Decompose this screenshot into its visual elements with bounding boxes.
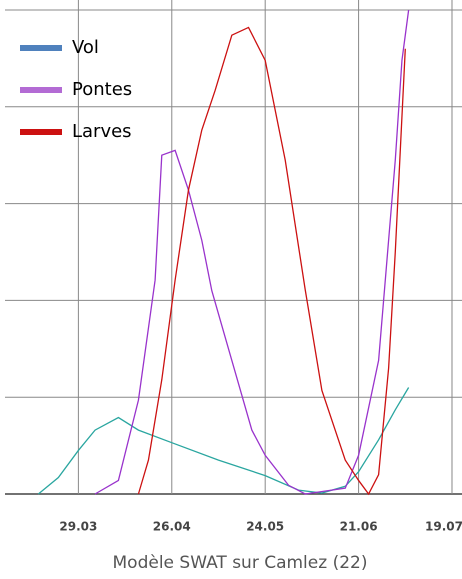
legend-label: Larves — [72, 121, 132, 142]
line — [37, 387, 410, 495]
legend-swatch — [20, 87, 62, 93]
x-tick-label: 19.07 — [425, 520, 462, 534]
x-tick-label: 29.03 — [59, 520, 97, 534]
legend-label: Pontes — [72, 79, 132, 100]
line — [137, 26, 406, 496]
legend-swatch — [20, 129, 62, 135]
legend-swatch — [20, 45, 62, 51]
x-tick-label: 26.04 — [153, 520, 191, 534]
x-tick-label: 21.06 — [340, 520, 378, 534]
legend-label: Vol — [72, 37, 99, 58]
line — [94, 9, 410, 495]
caption: Modèle SWAT sur Camlez (22) — [113, 553, 368, 573]
x-tick-label: 24.05 — [246, 520, 284, 534]
